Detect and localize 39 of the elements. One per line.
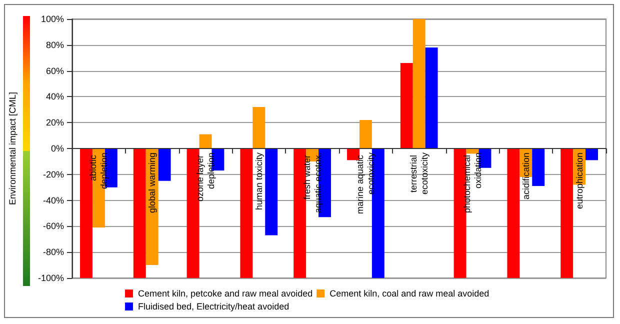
y-tick-label: 40% — [46, 92, 64, 102]
bar — [425, 47, 438, 148]
bar — [199, 134, 212, 148]
y-tick-label: 100% — [40, 14, 64, 24]
x-tick-label: ozone layer depletion — [195, 152, 216, 202]
bar — [158, 148, 171, 181]
x-tick-label: abiotic depletion — [88, 152, 110, 190]
x-tick-label: marine aquatic ecotoxicity — [355, 152, 376, 214]
y-tick-label: 0% — [50, 144, 64, 154]
x-tick-label: photochemical oxidation — [462, 152, 483, 214]
legend-label: Cement kiln, petcoke and raw meal avoided — [138, 288, 313, 298]
y-tick-label: -80% — [42, 247, 64, 258]
bar — [586, 148, 598, 160]
x-tick-label: terrestrial ecotoxicity — [408, 152, 430, 195]
bar — [507, 148, 520, 278]
bar — [560, 148, 574, 278]
legend-label: Fluidised bed, Electricity/heat avoided — [138, 302, 290, 312]
y-tick-label: -100% — [38, 273, 64, 283]
bar — [240, 148, 253, 278]
x-tick-label: fresh water aquatic ecotox. — [302, 152, 323, 214]
x-tick-label: human toxicity — [254, 152, 264, 210]
bar — [265, 148, 278, 236]
bar — [532, 148, 545, 186]
y-tick-label: 60% — [46, 66, 64, 76]
y-tick-label: -40% — [42, 195, 64, 206]
y-tick-label: -20% — [42, 169, 64, 180]
y-tick-label: 80% — [46, 40, 64, 50]
y-axis-title: Environmental impact [CML] — [8, 92, 18, 206]
bar — [252, 107, 266, 148]
legend-label: Cement kiln, coal and raw meal avoided — [330, 288, 490, 298]
bar — [359, 120, 372, 148]
x-tick-label: global warming — [147, 152, 158, 214]
bar — [133, 148, 146, 278]
y-tick-label: -60% — [42, 221, 64, 232]
y-tick-label: 20% — [46, 118, 64, 128]
x-tick-label: eutrophication — [574, 152, 584, 210]
x-tick-label: acidification — [520, 152, 531, 200]
bar — [412, 19, 426, 148]
bar — [400, 63, 413, 148]
